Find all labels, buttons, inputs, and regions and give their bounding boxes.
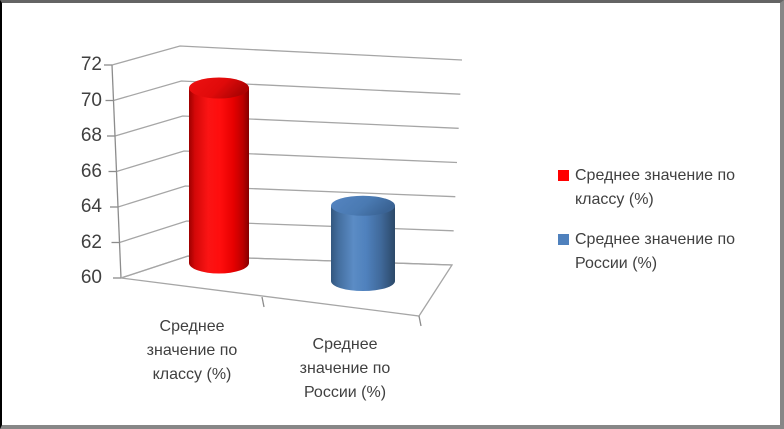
cylinder-bar-top xyxy=(189,77,249,99)
legend-label: Среднее значение по России (%) xyxy=(575,231,736,272)
value-axis-tick-label: 70 xyxy=(80,89,102,111)
value-axis-tick-label: 62 xyxy=(80,231,102,253)
value-axis-tick-label: 72 xyxy=(80,54,102,75)
cylinder-bar-body xyxy=(189,88,249,274)
cylinder-bar-body xyxy=(331,205,395,291)
bars xyxy=(189,77,395,291)
category-label-class: Среднее значение по классу (%) xyxy=(146,318,238,383)
value-axis-tick-label: 64 xyxy=(80,196,102,217)
floor xyxy=(120,255,454,317)
category-label-russia: Среднее значение по России (%) xyxy=(299,336,391,401)
value-axis-tick-label: 60 xyxy=(80,267,102,288)
cylinder-bar-top xyxy=(331,195,395,216)
legend-item-class: Среднее значение по классу (%) xyxy=(558,164,778,212)
gridline xyxy=(113,80,461,102)
category-axis-tick xyxy=(418,315,422,327)
value-axis-tick-label: 66 xyxy=(80,160,102,182)
legend: Среднее значение по классу (%) Среднее з… xyxy=(558,164,778,292)
value-axis xyxy=(111,64,122,279)
gridlines xyxy=(111,45,463,279)
gridline xyxy=(111,45,463,66)
legend-label: Среднее значение по классу (%) xyxy=(575,167,736,208)
gridline xyxy=(117,185,456,208)
gridline xyxy=(119,220,454,244)
category-axis-tick xyxy=(261,296,265,308)
legend-item-russia: Среднее значение по России (%) xyxy=(558,228,778,276)
axes xyxy=(104,64,454,327)
legend-marker-red-icon xyxy=(558,170,569,181)
value-axis-tick-label: 68 xyxy=(80,125,102,146)
legend-marker-blue-icon xyxy=(558,234,569,245)
gridline xyxy=(116,150,458,173)
plot-area xyxy=(104,45,463,327)
gridline xyxy=(114,115,459,137)
